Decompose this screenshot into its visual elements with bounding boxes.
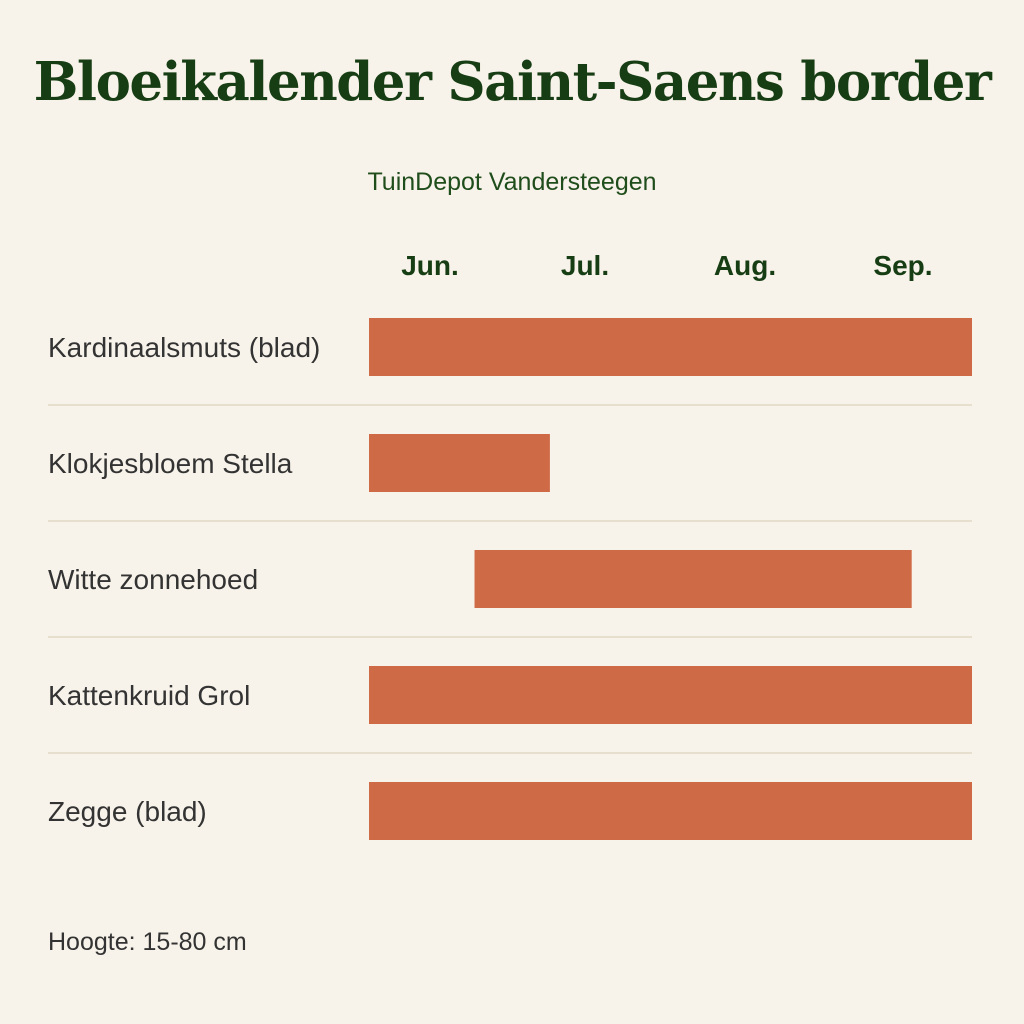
chart-row: Zegge (blad): [48, 782, 972, 840]
month-label: Jun.: [401, 250, 459, 281]
bloom-bar: [369, 318, 972, 376]
bloom-bar: [369, 782, 972, 840]
bloom-bar: [474, 550, 912, 608]
row-dividers: [48, 404, 972, 754]
chart-title: Bloeikalender Saint-Saens border: [33, 51, 992, 113]
height-note: Hoogte: 15-80 cm: [48, 928, 247, 956]
row-label: Zegge (blad): [48, 796, 207, 827]
month-label: Sep.: [873, 250, 932, 281]
chart-rows: Kardinaalsmuts (blad) Klokjesbloem Stella…: [48, 318, 972, 840]
row-label: Kattenkruid Grol: [48, 680, 250, 711]
month-label: Jul.: [561, 250, 609, 281]
chart-subtitle: TuinDepot Vandersteegen: [367, 168, 657, 196]
month-axis: Jun. Jul. Aug. Sep.: [401, 250, 932, 281]
row-label: Klokjesbloem Stella: [48, 448, 293, 479]
bloom-bar: [369, 434, 550, 492]
month-label: Aug.: [714, 250, 776, 281]
row-label: Witte zonnehoed: [48, 564, 258, 595]
chart-row: Kattenkruid Grol: [48, 666, 972, 724]
chart-row: Klokjesbloem Stella: [48, 434, 550, 492]
bloom-bar: [369, 666, 972, 724]
row-label: Kardinaalsmuts (blad): [48, 332, 320, 363]
chart-row: Witte zonnehoed: [48, 550, 912, 608]
chart-row: Kardinaalsmuts (blad): [48, 318, 972, 376]
